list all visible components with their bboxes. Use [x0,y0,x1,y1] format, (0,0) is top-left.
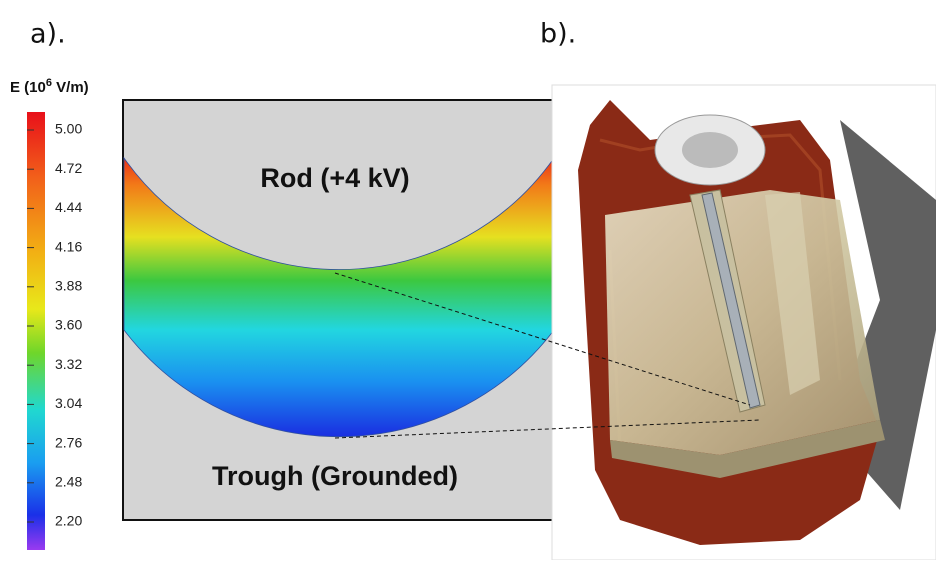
title-suffix: V/m) [52,79,89,96]
tick-label: 3.60 [55,317,82,333]
tick-label: 2.20 [55,513,82,529]
tick-label: 3.04 [55,395,82,411]
colorbar [27,112,45,550]
colorbar-title: E (106 V/m) [10,77,89,96]
apparatus-render [552,85,936,560]
title-prefix: E (10 [10,79,46,96]
tick-label: 3.32 [55,356,82,372]
panel-label: b). [540,19,576,50]
tick-label: 4.72 [55,160,82,176]
figure: a). b). E (106 V/m) 5.00 4.72 4.44 4.16 3.88… [0,0,936,560]
tick-label: 2.76 [55,434,82,450]
tick-label: 2.48 [55,474,82,490]
rod-label: Rod (+4 kV) [260,163,409,193]
tick-label: 3.88 [55,278,82,294]
tick-label: 5.00 [55,121,82,137]
panel-label: a). [30,19,66,50]
tick-label: 4.44 [55,199,82,215]
tick-label: 4.16 [55,238,82,254]
trough-label: Trough (Grounded) [212,461,458,491]
